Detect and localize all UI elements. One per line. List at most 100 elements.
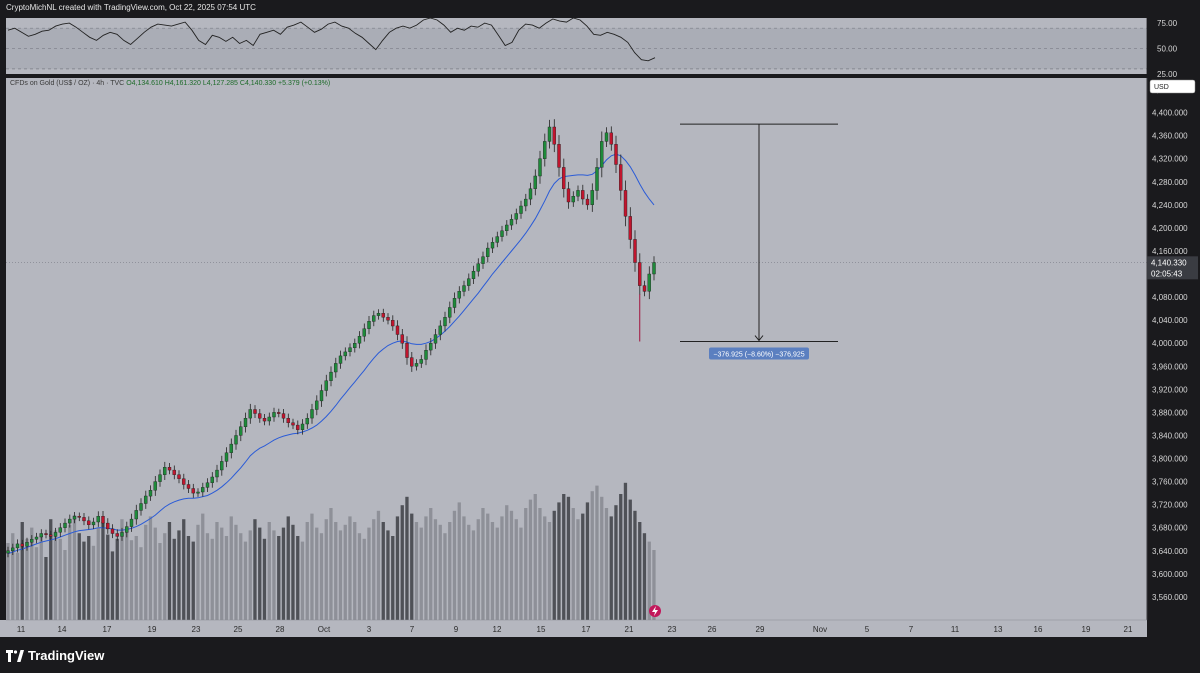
rsi-tick-label: 50.00 [1157,45,1178,54]
alert-bolt-glyph [652,606,658,616]
candle-body [86,520,91,525]
volume-bar [381,522,385,620]
price-tick-label: 3,960.000 [1152,362,1188,371]
volume-bar [566,496,571,620]
volume-bar [267,522,271,620]
volume-bar [490,522,495,620]
time-tick-label: 23 [668,625,677,634]
price-tick-label: 4,200.000 [1152,224,1188,233]
currency-button-label: USD [1154,84,1169,91]
candle-body [300,423,305,431]
measure-tool[interactable]: −376.925 (−8.60%) −376,925 [680,123,838,360]
volume-bar [476,519,480,620]
volume-bar [253,519,257,620]
chart-canvas[interactable]: 75.00 50.00 25.00 −376.925 (−8.60%) −376,9… [0,16,1200,637]
candle-body [248,409,252,419]
volume-bar [600,496,604,620]
candle-body [505,224,509,232]
candle-body [286,418,290,424]
volume-bar [619,494,623,620]
countdown-text: 02:05:43 [1151,269,1183,278]
candle-body [623,190,628,217]
attribution-text: CryptoMichNL created with TradingView.co… [6,3,256,12]
volume-bar [647,541,651,620]
candle-body [357,336,362,344]
volume-bar [585,502,590,620]
volume-bar [386,530,390,620]
candle-body [571,195,575,203]
axis-background [1147,16,1200,637]
volume-bar [262,538,267,620]
legend-open: O4,134.610 [126,80,163,87]
volume-bar [395,516,400,620]
tradingview-logo-text: TradingView [28,648,105,663]
tradingview-logo[interactable]: TradingView [6,648,104,663]
candle-body [652,262,656,275]
volume-bar [106,534,110,620]
candle-body [424,350,428,360]
price-tick-label: 4,360.000 [1152,132,1188,141]
volume-bar [467,524,471,620]
volume-bar [163,533,167,620]
candle-body [633,239,637,263]
volume-bar [300,541,305,620]
candle-body [167,467,172,471]
volume-bar [633,510,637,620]
volume-bar [604,508,609,620]
price-tick-label: 3,640.000 [1152,547,1188,556]
volume-bar [234,524,238,620]
candle-body [39,533,43,538]
ma-line [7,153,655,555]
volume-bar [305,522,309,620]
volume-bar [153,527,157,620]
price-tick-label: 3,600.000 [1152,570,1188,579]
price-tick-label: 4,280.000 [1152,178,1188,187]
volume-bar [286,516,290,620]
volume-bar [443,533,447,620]
time-tick-label: Oct [318,625,331,634]
currency-button[interactable] [1149,79,1196,94]
alert-bolt-icon[interactable] [649,605,661,617]
candle-body [20,543,24,547]
volume-bar [448,522,452,620]
volume-bar [248,530,252,620]
rsi-line [7,17,656,62]
price-tick-label: 3,720.000 [1152,501,1188,510]
candle-body [120,532,124,537]
candle-body [315,400,319,410]
candle-body [319,390,324,402]
volume-bar [296,536,300,620]
volume-bar [533,494,537,620]
candle-body [277,412,281,414]
candle-body [229,443,233,453]
candle-body [528,188,533,200]
volume-bar [429,508,433,620]
volume-bar [543,516,547,620]
volume-bar [177,530,181,620]
candle-body [281,413,286,419]
volume-bar [471,530,476,620]
candle-body [543,141,547,159]
price-tick-label: 4,040.000 [1152,316,1188,325]
volume-bar [139,547,143,620]
candle-body [158,474,162,482]
candle-body [448,307,452,318]
candle-body [452,298,457,308]
time-tick-label: 21 [1124,625,1133,634]
volume-bar [334,522,338,620]
candle-body [547,126,552,142]
candle-body [524,198,528,207]
candle-body [72,516,77,520]
candle-body [172,469,176,475]
time-axis-background [0,620,1147,637]
candle-body [291,422,295,426]
volume-bar [115,538,119,620]
volume-bar [481,508,485,620]
candle-body [305,418,309,425]
price-tick-label: 3,840.000 [1152,431,1188,440]
candle-body [638,262,642,286]
candle-body [148,490,153,497]
candle-body [310,409,314,419]
volume-bar [357,533,362,620]
